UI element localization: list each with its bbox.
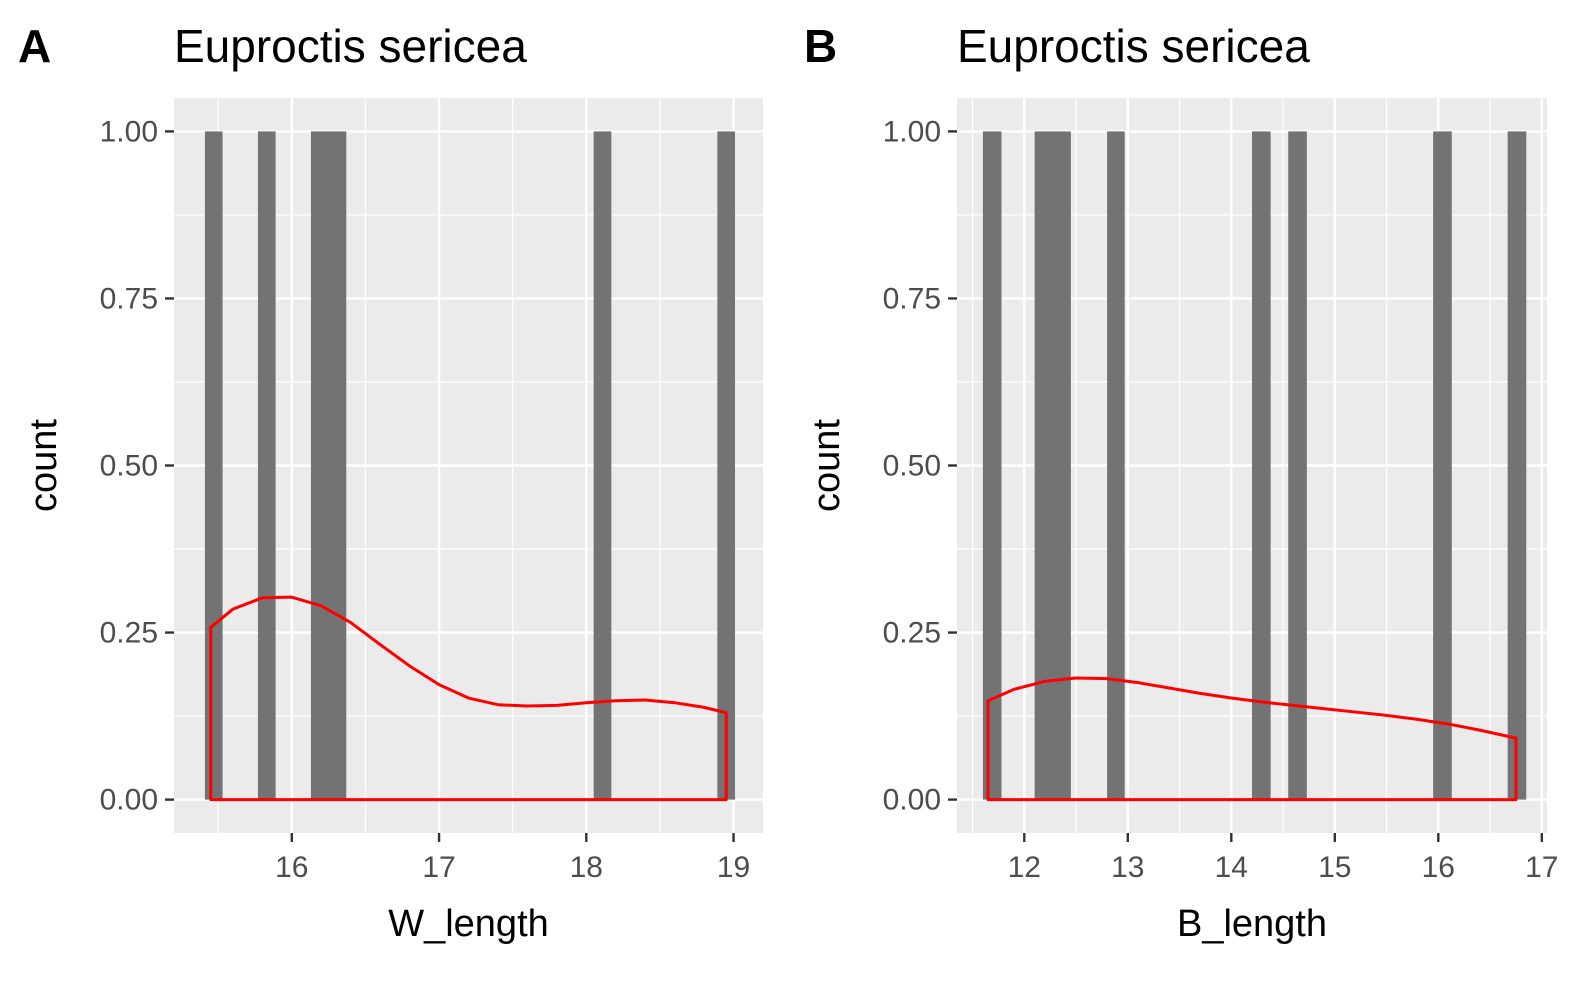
panel-b-title: Euproctis sericea [957, 20, 1310, 72]
panel-b-y-axis-title: count [806, 419, 848, 512]
panel-b-x-tick-label: 16 [1422, 851, 1455, 884]
panel-b-x-tick-label: 12 [1008, 851, 1041, 884]
panel-a-y-tick-label: 0.75 [100, 282, 158, 315]
panel-b-bar-1 [982, 131, 1002, 800]
panel-b-x-tick-label: 14 [1215, 851, 1248, 884]
panel-a-density-curve [209, 595, 728, 802]
panel-a-bar-1 [204, 131, 223, 800]
panel-a-x-tick-label: 19 [717, 851, 750, 884]
panel-b-bar-7 [1507, 131, 1527, 800]
panel-a-bar-5 [717, 131, 736, 800]
panel-b-y-tick-label: 0.00 [883, 784, 941, 817]
panel-a-y-tick-label: 0.50 [100, 450, 158, 483]
panel-b-x-axis-title: B_length [1177, 903, 1327, 945]
panel-b-tag: B [804, 20, 837, 72]
panel-a-title: Euproctis sericea [174, 20, 527, 72]
panel-b-x-tick-label: 15 [1318, 851, 1351, 884]
panel-b-bar-6 [1433, 131, 1452, 800]
panel-a-x-tick-label: 17 [422, 851, 455, 884]
panel-b-x-tick-label: 17 [1525, 851, 1558, 884]
panel-a-y-axis-title: count [23, 419, 65, 512]
panel-a-y-tick-label: 0.00 [100, 784, 158, 817]
panel-a-y-tick-label: 1.00 [100, 115, 158, 148]
panel-a-bar-2 [257, 131, 276, 800]
panel-a-x-axis-title: W_length [388, 903, 549, 945]
panel-a-x-tick-label: 18 [570, 851, 603, 884]
panel-b-density-curve [986, 676, 1518, 802]
panel-b-y-tick-label: 0.25 [883, 617, 941, 650]
panel-a-tag: A [18, 20, 51, 72]
panel-a-bar-4 [593, 131, 612, 800]
panel-b-bar-5 [1288, 131, 1307, 800]
panel-b-x-tick-label: 13 [1111, 851, 1144, 884]
panel-b-bar-3 [1107, 131, 1125, 800]
panel-a-x-tick-label: 16 [275, 851, 308, 884]
panel-b-y-tick-label: 0.50 [883, 450, 941, 483]
panel-b-y-tick-label: 0.75 [883, 282, 941, 315]
panel-b-bar-2 [1034, 131, 1071, 800]
panel-a-y-tick-label: 0.25 [100, 617, 158, 650]
panel-b-bar-4 [1252, 131, 1271, 800]
panel-b-y-tick-label: 1.00 [883, 115, 941, 148]
panel-a-bar-3 [310, 131, 347, 800]
